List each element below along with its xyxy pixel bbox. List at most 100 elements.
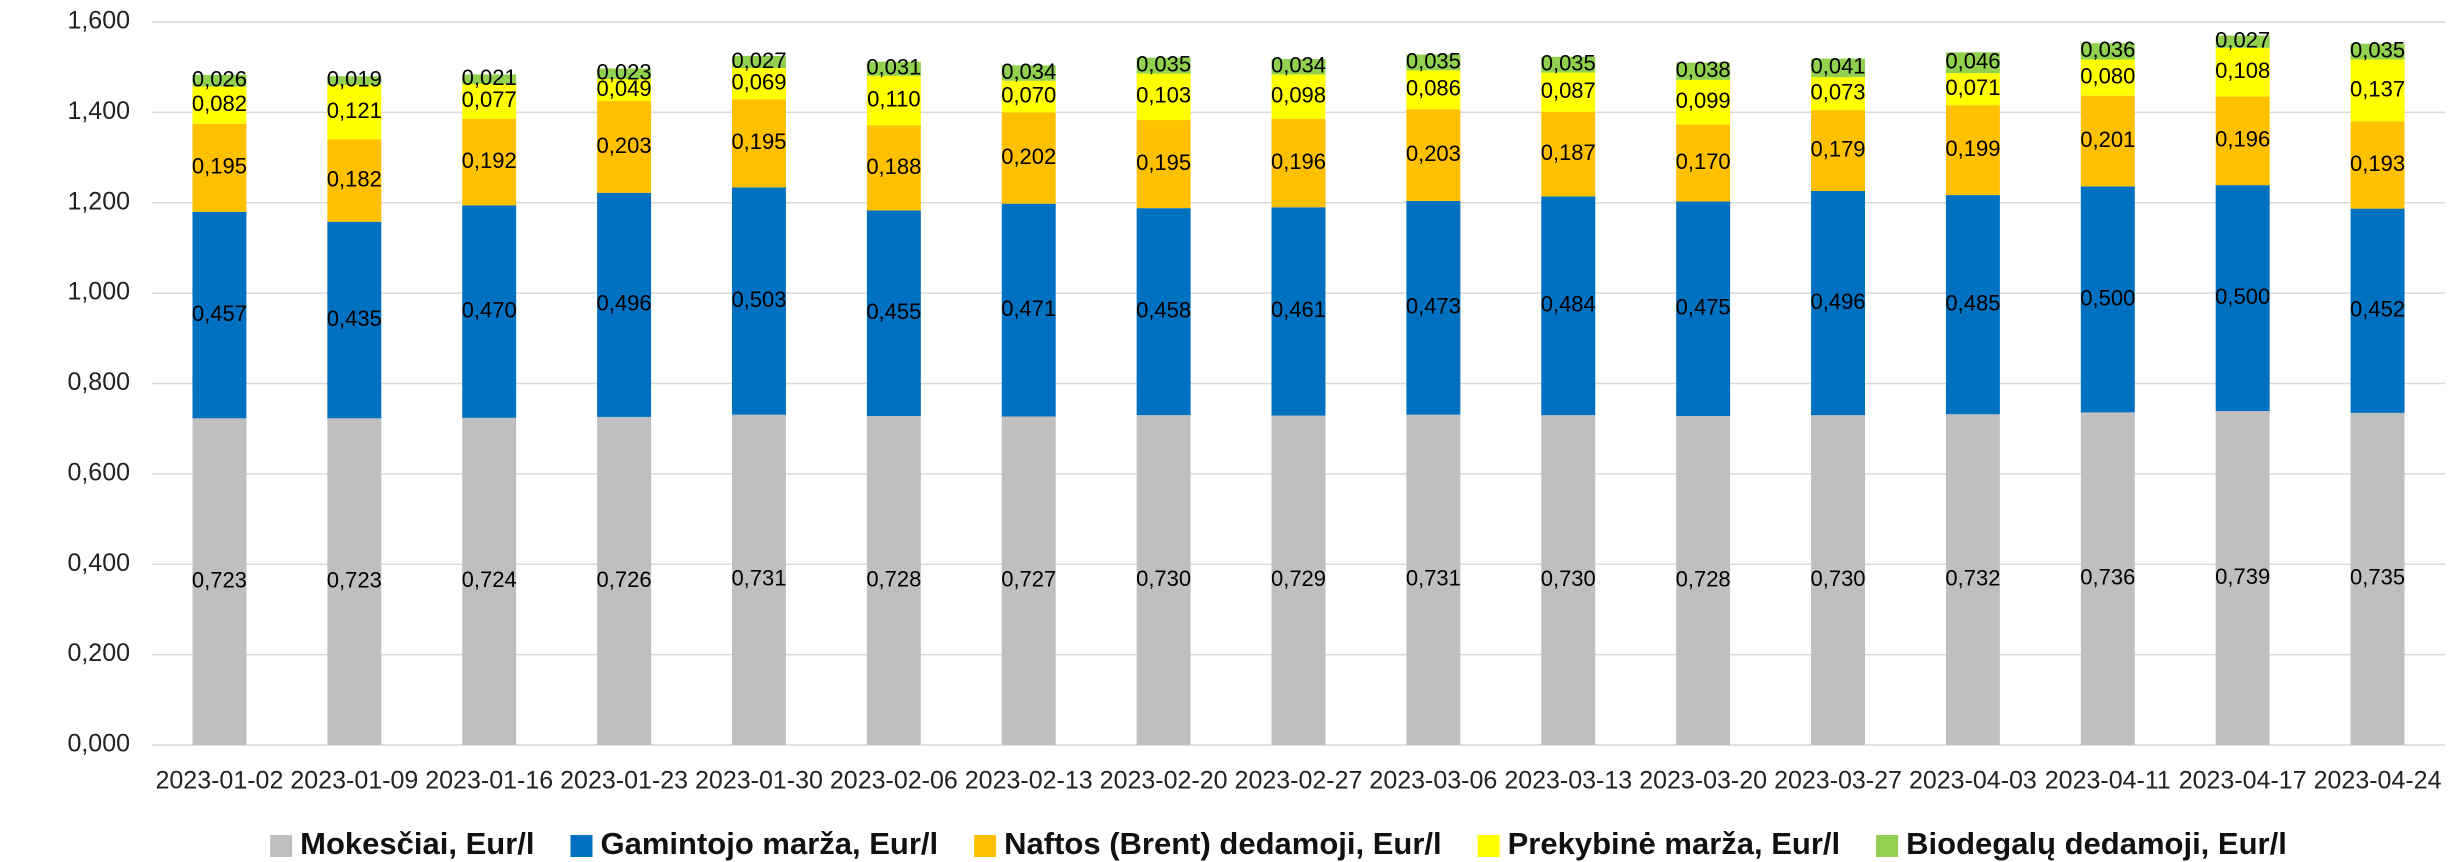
data-label: 0,455	[866, 299, 921, 324]
bar-segment	[1676, 62, 1731, 80]
data-label: 0,192	[462, 148, 517, 173]
data-label: 0,730	[1541, 566, 1596, 591]
x-tick-label: 2023-02-13	[965, 767, 1093, 795]
bar-segment	[731, 68, 786, 100]
bar-segment	[462, 118, 517, 206]
bar-segment	[2350, 43, 2405, 60]
data-label: 0,027	[2215, 27, 2270, 52]
data-label: 0,728	[866, 566, 921, 591]
bar-segment	[866, 61, 921, 76]
bar-segment	[1676, 416, 1731, 745]
data-label: 0,179	[1810, 136, 1865, 161]
bar-segment	[2215, 47, 2270, 97]
bar-segment	[2350, 121, 2405, 209]
data-label: 0,087	[1541, 78, 1596, 103]
bar-segment	[866, 416, 921, 745]
x-tick-label: 2023-01-02	[155, 767, 283, 795]
data-label: 0,731	[731, 566, 786, 591]
bar-segment	[2080, 186, 2135, 413]
bar-segment	[2215, 185, 2270, 412]
x-tick-label: 2023-03-20	[1639, 767, 1767, 795]
data-label: 0,021	[462, 65, 517, 90]
data-label: 0,471	[1001, 296, 1056, 321]
data-label: 0,202	[1001, 144, 1056, 169]
data-label: 0,103	[1136, 83, 1191, 108]
data-label: 0,496	[1810, 289, 1865, 314]
data-label: 0,035	[1136, 51, 1191, 76]
bar-segment	[2350, 412, 2405, 745]
data-label: 0,031	[866, 55, 921, 80]
x-tick-label: 2023-03-13	[1504, 767, 1632, 795]
data-label: 0,496	[597, 291, 652, 316]
bar-segment	[2350, 59, 2405, 122]
data-label: 0,726	[597, 567, 652, 592]
data-label: 0,503	[731, 287, 786, 312]
data-label: 0,475	[1676, 295, 1731, 320]
bar-segment	[462, 205, 517, 418]
y-tick-label: 1,200	[67, 187, 130, 215]
data-label: 0,049	[597, 76, 652, 101]
bar-segment	[1945, 195, 2000, 415]
data-label: 0,071	[1945, 75, 2000, 100]
bar-segment	[2215, 35, 2270, 48]
bar-segment	[1136, 208, 1191, 416]
bar-segment	[1271, 74, 1326, 119]
data-label: 0,098	[1271, 82, 1326, 107]
bar-segment	[1406, 54, 1461, 71]
x-tick-label: 2023-01-16	[425, 767, 553, 795]
data-label: 0,038	[1676, 57, 1731, 82]
data-label: 0,732	[1945, 565, 2000, 590]
bar-segment	[731, 99, 786, 188]
data-label: 0,027	[731, 48, 786, 73]
bar-segment	[1406, 200, 1461, 415]
x-tick-label: 2023-03-27	[1774, 767, 1902, 795]
data-label: 0,170	[1676, 149, 1731, 174]
bar-segment	[192, 123, 247, 212]
bar-segment	[327, 221, 382, 419]
data-label: 0,203	[597, 133, 652, 158]
legend-swatch	[270, 835, 293, 857]
data-label: 0,023	[597, 60, 652, 85]
data-label: 0,046	[1945, 48, 2000, 73]
bar-segment	[1811, 191, 1866, 416]
data-label: 0,470	[462, 297, 517, 322]
data-label: 0,196	[2215, 127, 2270, 152]
legend-label: Biodegalų dedamoji, Eur/l	[1906, 826, 2287, 861]
data-label: 0,500	[2215, 284, 2270, 309]
legend-label: Gamintojo marža, Eur/l	[601, 826, 939, 861]
bar-segment	[1676, 201, 1731, 417]
x-tick-label: 2023-04-11	[2045, 767, 2171, 795]
bar-segment	[731, 55, 786, 69]
bar-segment	[1945, 414, 2000, 745]
bar-segment	[1406, 414, 1461, 745]
y-tick-label: 0,600	[67, 458, 130, 486]
bar-segment	[597, 192, 652, 417]
data-label: 0,035	[1406, 48, 1461, 73]
legend-label: Mokesčiai, Eur/l	[300, 826, 534, 861]
data-label: 0,099	[1676, 88, 1731, 113]
data-label: 0,034	[1001, 59, 1056, 84]
data-label: 0,182	[327, 166, 382, 191]
bar-segment	[192, 418, 247, 745]
bar-segment	[1811, 58, 1866, 78]
data-label: 0,187	[1541, 140, 1596, 165]
bar-segment	[731, 187, 786, 415]
legend-swatch	[570, 835, 593, 857]
bar-segment	[1541, 111, 1596, 197]
bar-segment	[2350, 208, 2405, 413]
data-label: 0,137	[2350, 76, 2405, 101]
data-label: 0,108	[2215, 58, 2270, 83]
x-tick-label: 2023-01-30	[695, 767, 823, 795]
data-label: 0,069	[731, 69, 786, 94]
legend-label: Naftos (Brent) dedamoji, Eur/l	[1004, 826, 1441, 861]
data-label: 0,736	[2080, 565, 2135, 590]
y-tick-label: 1,000	[67, 278, 130, 306]
data-label: 0,201	[2080, 127, 2135, 152]
x-tick-label: 2023-01-23	[560, 767, 688, 795]
bar-segment	[597, 78, 652, 102]
data-label: 0,724	[462, 567, 517, 592]
data-label: 0,199	[1945, 136, 2000, 161]
bar-segment	[1406, 109, 1461, 201]
bar-segment	[1001, 416, 1056, 745]
data-label: 0,086	[1406, 76, 1461, 101]
